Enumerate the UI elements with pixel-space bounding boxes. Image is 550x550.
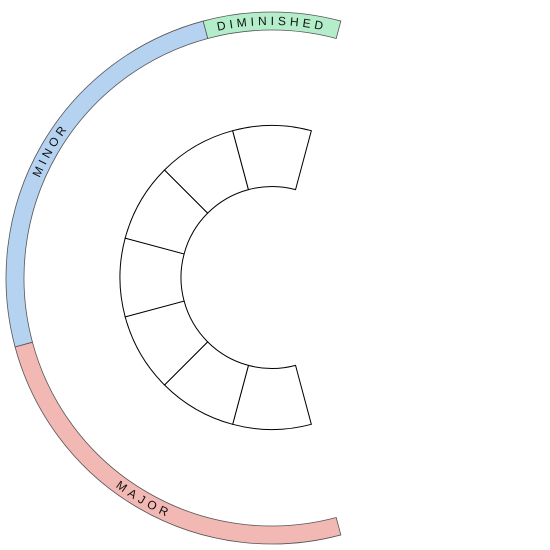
inner-ring <box>119 125 312 430</box>
ring-label: MINOR <box>30 120 72 179</box>
outer-ring: MAJOR MINOR DIMINISHED <box>5 11 342 545</box>
ring-label-path: MINOR <box>30 120 68 179</box>
ring-label: DIMINISHED <box>216 14 329 34</box>
ring-segment <box>202 11 342 39</box>
ring-label: MAJOR <box>114 478 175 521</box>
inner-segment <box>232 125 312 191</box>
ring-label-path: DIMINISHED <box>216 14 325 34</box>
ring-label-path: MAJOR <box>114 478 171 521</box>
